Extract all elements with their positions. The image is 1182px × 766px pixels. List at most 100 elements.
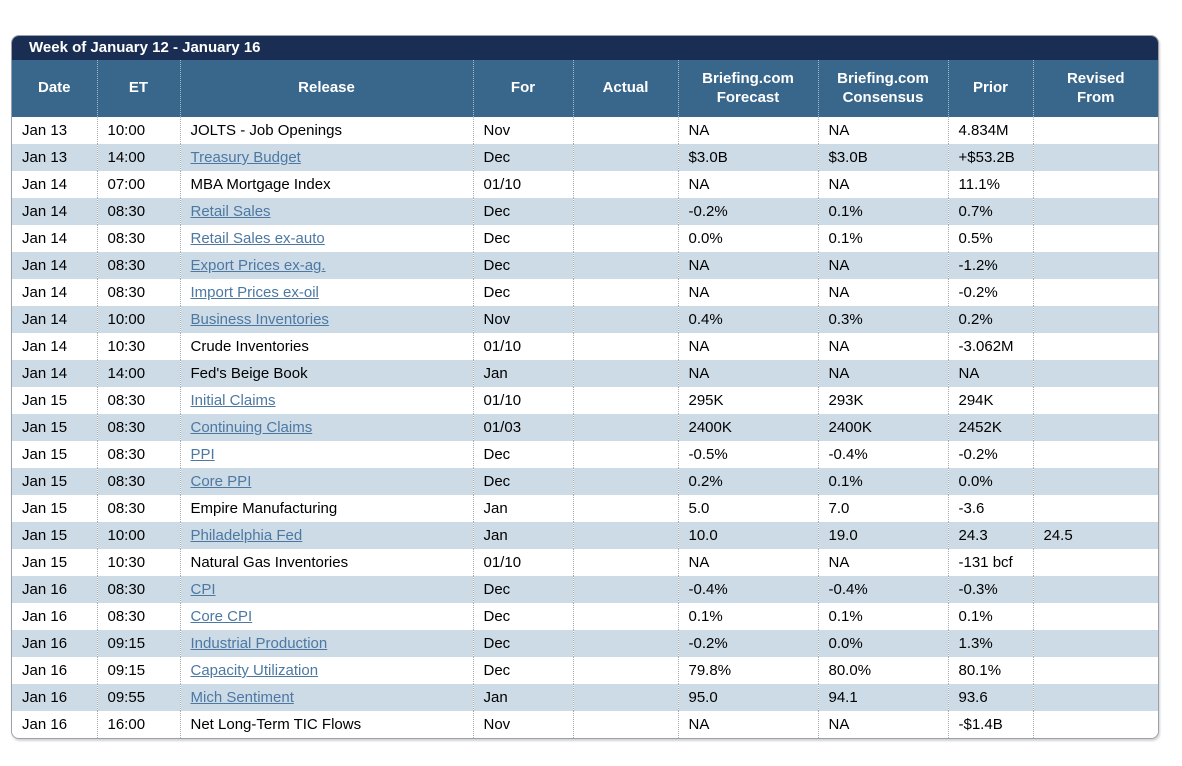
actual-cell	[572, 360, 678, 387]
release-cell: MBA Mortgage Index	[179, 171, 473, 198]
release-cell: Natural Gas Inventories	[179, 549, 473, 576]
revised-cell	[1032, 333, 1158, 360]
revised-cell	[1032, 252, 1158, 279]
prior-cell: -0.3%	[947, 576, 1033, 603]
table-row: Jan 15 08:30 Initial Claims 01/10 295K 293K 29…	[12, 387, 1158, 414]
table-row: Jan 15 08:30 Core PPI Dec 0.2% 0.1% 0.0%	[12, 468, 1158, 495]
et-cell: 07:00	[96, 171, 180, 198]
prior-cell: -3.062M	[947, 333, 1033, 360]
consensus-cell: NA	[817, 360, 948, 387]
actual-cell	[572, 468, 678, 495]
revised-cell	[1032, 630, 1158, 657]
col-header-et: ET	[96, 60, 180, 117]
actual-cell	[572, 144, 678, 171]
date-cell: Jan 15	[22, 554, 68, 571]
release-cell: CPI	[179, 576, 473, 603]
revised-cell	[1032, 684, 1158, 711]
release-link[interactable]: CPI	[190, 581, 216, 598]
prior-cell: 11.1%	[947, 171, 1033, 198]
table-row: Jan 16 16:00 Net Long-Term TIC Flows Nov NA N…	[12, 711, 1158, 738]
release-cell: Continuing Claims	[179, 414, 473, 441]
et-cell: 08:30	[96, 495, 180, 522]
release-link[interactable]: PPI	[190, 446, 215, 463]
for-cell: 01/10	[472, 387, 573, 414]
actual-cell	[572, 684, 678, 711]
revised-cell	[1032, 603, 1158, 630]
forecast-cell: NA	[677, 333, 818, 360]
date-cell: Jan 16	[22, 635, 68, 652]
et-cell: 10:30	[96, 333, 180, 360]
forecast-cell: 79.8%	[677, 657, 818, 684]
actual-cell	[572, 117, 678, 144]
release-cell: Mich Sentiment	[179, 684, 473, 711]
consensus-cell: 0.3%	[817, 306, 948, 333]
date-cell: Jan 16	[22, 581, 68, 598]
release-link[interactable]: Import Prices ex-oil	[190, 284, 319, 301]
actual-cell	[572, 279, 678, 306]
release-link[interactable]: Retail Sales ex-auto	[190, 230, 325, 247]
consensus-cell: NA	[817, 279, 948, 306]
col-header-consensus: Briefing.com Consensus	[817, 60, 948, 117]
actual-cell	[572, 711, 678, 738]
consensus-cell: 293K	[817, 387, 948, 414]
date-cell: Jan 13	[22, 122, 68, 139]
prior-cell: +$53.2B	[947, 144, 1033, 171]
release-link[interactable]: Capacity Utilization	[190, 662, 319, 679]
consensus-cell: NA	[817, 711, 948, 738]
for-cell: Dec	[472, 630, 573, 657]
table-row: Jan 13 10:00 JOLTS - Job Openings Nov NA NA 4.…	[12, 117, 1158, 144]
prior-cell: 2452K	[947, 414, 1033, 441]
date-cell: Jan 15	[22, 527, 68, 544]
release-link[interactable]: Initial Claims	[190, 392, 276, 409]
revised-cell	[1032, 306, 1158, 333]
actual-cell	[572, 630, 678, 657]
release-link[interactable]: Treasury Budget	[190, 149, 301, 166]
consensus-cell: -0.4%	[817, 441, 948, 468]
revised-cell	[1032, 441, 1158, 468]
for-cell: Dec	[472, 657, 573, 684]
revised-cell	[1032, 414, 1158, 441]
revised-cell	[1032, 360, 1158, 387]
release-link[interactable]: Mich Sentiment	[190, 689, 294, 706]
release-cell: Import Prices ex-oil	[179, 279, 473, 306]
table-row: Jan 13 14:00 Treasury Budget Dec $3.0B $3.0B +…	[12, 144, 1158, 171]
forecast-cell: -0.4%	[677, 576, 818, 603]
release-link[interactable]: Retail Sales	[190, 203, 271, 220]
release-link[interactable]: Industrial Production	[190, 635, 328, 652]
release-link[interactable]: Business Inventories	[190, 311, 329, 328]
et-cell: 09:15	[96, 657, 180, 684]
prior-cell: 0.5%	[947, 225, 1033, 252]
prior-cell: 93.6	[947, 684, 1033, 711]
release-cell: Retail Sales	[179, 198, 473, 225]
revised-cell	[1032, 279, 1158, 306]
release-cell: Retail Sales ex-auto	[179, 225, 473, 252]
release-cell: Core PPI	[179, 468, 473, 495]
prior-cell: -131 bcf	[947, 549, 1033, 576]
release-link[interactable]: Core PPI	[190, 473, 252, 490]
et-cell: 09:55	[96, 684, 180, 711]
forecast-cell: 95.0	[677, 684, 818, 711]
date-cell: Jan 15	[22, 500, 68, 517]
release-cell: Philadelphia Fed	[179, 522, 473, 549]
date-cell: Jan 16	[22, 689, 68, 706]
release-link[interactable]: Export Prices ex-ag.	[190, 257, 326, 274]
release-cell: JOLTS - Job Openings	[179, 117, 473, 144]
date-cell: Jan 14	[22, 203, 68, 220]
release-link[interactable]: Core CPI	[190, 608, 253, 625]
release-cell: Capacity Utilization	[179, 657, 473, 684]
release-cell: Treasury Budget	[179, 144, 473, 171]
release-link[interactable]: Continuing Claims	[190, 419, 313, 436]
date-cell: Jan 14	[22, 230, 68, 247]
forecast-cell: 5.0	[677, 495, 818, 522]
actual-cell	[572, 171, 678, 198]
actual-cell	[572, 522, 678, 549]
forecast-cell: NA	[677, 252, 818, 279]
prior-cell: 0.1%	[947, 603, 1033, 630]
consensus-cell: 0.1%	[817, 603, 948, 630]
revised-cell	[1032, 171, 1158, 198]
et-cell: 08:30	[96, 576, 180, 603]
actual-cell	[572, 549, 678, 576]
date-cell: Jan 15	[22, 419, 68, 436]
release-link[interactable]: Philadelphia Fed	[190, 527, 303, 544]
date-cell: Jan 15	[22, 446, 68, 463]
